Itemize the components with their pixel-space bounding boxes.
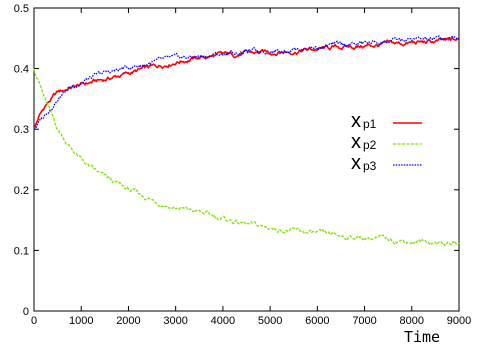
y-tick-label: 0.5 [14, 3, 29, 15]
x-tick-label: 8000 [400, 315, 424, 327]
legend-subscript-x-p1: p1 [363, 117, 377, 131]
x-axis-title: Time [404, 328, 440, 346]
x-tick-label: 2000 [116, 315, 140, 327]
x-tick-label: 7000 [352, 315, 376, 327]
y-tick-label: 0.4 [14, 64, 29, 76]
legend-subscript-x-p3: p3 [363, 159, 377, 173]
x-tick-label: 5000 [258, 315, 282, 327]
x-tick-label: 4000 [211, 315, 235, 327]
x-tick-label: 3000 [163, 315, 187, 327]
y-tick-label: 0.1 [14, 245, 29, 257]
x-tick-label: 1000 [69, 315, 93, 327]
legend-label-x-p1: x [351, 110, 361, 132]
series-line-x-p1 [33, 36, 460, 130]
x-tick-label: 9000 [447, 315, 471, 327]
x-tick-label: 0 [31, 315, 37, 327]
plot-frame [33, 7, 460, 312]
y-tick-label: 0.2 [14, 185, 29, 197]
legend-label-x-p3: x [351, 152, 361, 174]
legend-label-x-p2: x [351, 131, 361, 153]
series-line-x-p2 [33, 68, 460, 247]
legend-subscript-x-p2: p2 [363, 138, 377, 152]
x-tick-label: 6000 [305, 315, 329, 327]
series-line-x-p3 [33, 35, 460, 130]
y-tick-label: 0 [23, 306, 29, 318]
y-tick-label: 0.3 [14, 124, 29, 136]
